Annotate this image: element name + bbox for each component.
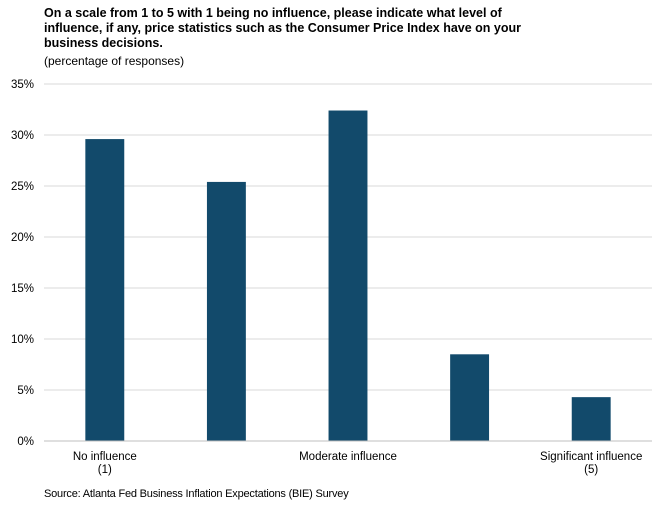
chart-title: On a scale from 1 to 5 with 1 being no i… [44,6,522,50]
y-tick-label: 5% [17,385,34,397]
bar-chart: 0% 5% 10% 15% 20% 25% 30% 35% No influence(1) Mo… [11,79,652,476]
bar [450,354,490,441]
x-category-label: (5) [584,464,598,476]
bar [85,139,125,441]
x-category-label: (1) [98,464,112,476]
y-tick-label: 10% [11,334,34,346]
chart-subtitle: (percentage of responses) [44,54,185,68]
y-axis-ticks: 0% 5% 10% 15% 20% 25% 30% 35% [11,79,34,448]
bar [328,110,368,442]
x-category-label: Significant influence [540,451,642,463]
x-category-label: No influence [73,451,137,463]
bar [571,397,611,441]
y-tick-label: 20% [11,232,34,244]
y-tick-label: 35% [11,79,34,91]
y-tick-label: 30% [11,130,34,142]
bars [85,110,611,442]
y-tick-label: 0% [17,436,34,448]
y-tick-label: 15% [11,283,34,295]
y-tick-label: 25% [11,181,34,193]
bar [206,181,246,442]
x-axis-labels: No influence(1) Moderate influence Signifi… [73,451,643,476]
source-note: Source: Atlanta Fed Business Inflation E… [44,488,349,500]
x-category-label: Moderate influence [299,451,397,463]
